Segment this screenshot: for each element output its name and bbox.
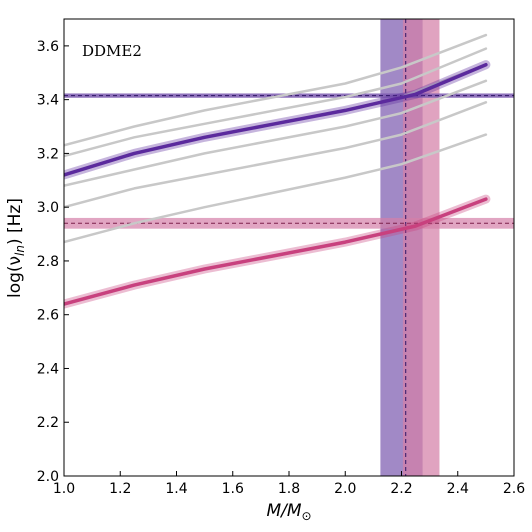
gray-series-line-1 — [64, 33, 488, 147]
y-tick-label: 2.4 — [37, 361, 59, 377]
x-tick-label: 2.0 — [334, 481, 356, 497]
y-tick-label: 3.4 — [37, 93, 59, 109]
plot-frame — [63, 18, 515, 477]
x-tick-label: 1.0 — [53, 481, 75, 497]
gray-series-line-6 — [64, 133, 488, 244]
gray-series-line-5 — [64, 101, 488, 209]
x-tick-label: 1.8 — [278, 481, 300, 497]
gray-series-line-2 — [64, 47, 488, 158]
y-tick-label: 2.8 — [37, 254, 59, 270]
y-tick-label: 3.6 — [37, 39, 59, 55]
y-tick-label: 2.0 — [37, 469, 59, 485]
axis-ticks: 1.0 1.2 1.4 1.6 1.8 2.0 2.2 2.4 2.6 2.0 2.2 2.4 2.6 2… — [37, 39, 525, 497]
y-axis-label: log(νln) [Hz] — [5, 198, 27, 298]
x-tick-label: 1.4 — [165, 481, 187, 497]
panel-label: DDME2 — [82, 42, 142, 60]
x-axis-label: M/M⊙ — [266, 501, 311, 523]
gray-series-line-4 — [64, 79, 488, 187]
y-tick-label: 2.6 — [37, 308, 59, 324]
pink-series-line — [64, 197, 488, 306]
x-tick-label: 2.6 — [503, 481, 525, 497]
x-tick-label: 2.2 — [390, 481, 412, 497]
y-tick-label: 2.2 — [37, 415, 59, 431]
y-tick-label: 3.2 — [37, 146, 59, 162]
plot-area — [64, 19, 514, 476]
x-tick-label: 2.4 — [447, 481, 469, 497]
x-tick-label: 1.2 — [109, 481, 131, 497]
x-tick-label: 1.6 — [222, 481, 244, 497]
y-tick-label: 3.0 — [37, 200, 59, 216]
purple-series-line — [64, 62, 488, 177]
